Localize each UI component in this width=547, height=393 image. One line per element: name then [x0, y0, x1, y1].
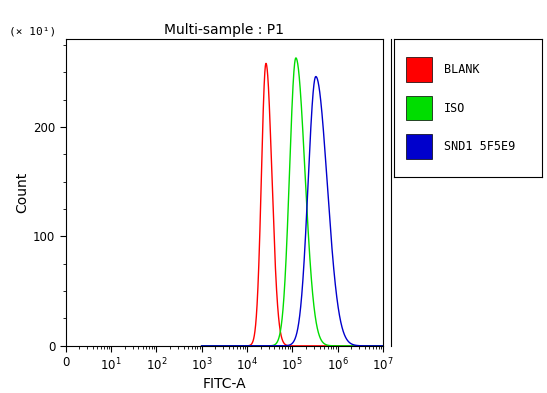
Text: SND1 5F5E9: SND1 5F5E9 — [444, 140, 515, 153]
Bar — [406, 95, 432, 120]
Bar — [406, 134, 432, 159]
Y-axis label: Count: Count — [15, 172, 29, 213]
Text: ISO: ISO — [444, 101, 465, 115]
Title: Multi-sample : P1: Multi-sample : P1 — [164, 23, 284, 37]
Text: (× 10¹): (× 10¹) — [9, 26, 56, 36]
Text: BLANK: BLANK — [444, 63, 480, 76]
Bar — [406, 57, 432, 82]
X-axis label: FITC-A: FITC-A — [202, 377, 246, 391]
